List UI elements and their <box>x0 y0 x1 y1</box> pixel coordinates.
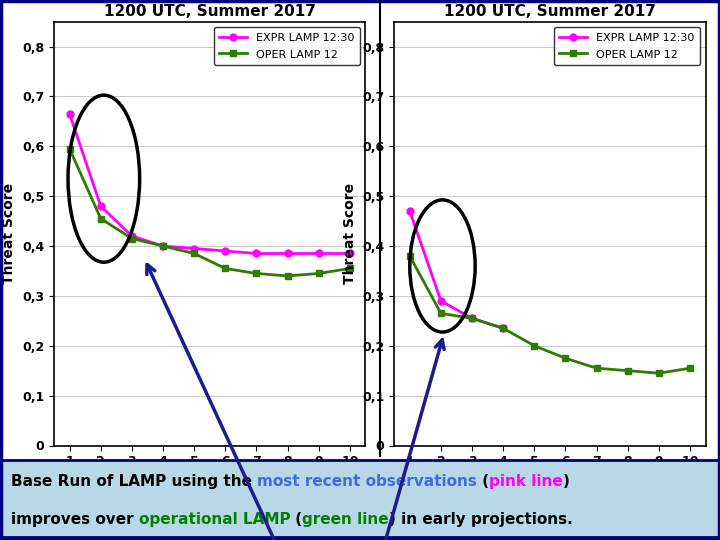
OPER LAMP 12 <box>66 146 74 152</box>
Text: ) in early projections.: ) in early projections. <box>389 511 573 526</box>
OPER LAMP 12 <box>346 265 354 272</box>
Text: most recent observations: most recent observations <box>257 474 477 489</box>
OPER LAMP 12 <box>315 270 323 276</box>
Title: Ceiling < 1000 ft
1200 UTC, Summer 2017: Ceiling < 1000 ft 1200 UTC, Summer 2017 <box>104 0 315 19</box>
X-axis label: Projection (Hr): Projection (Hr) <box>492 474 608 488</box>
EXPR LAMP 12:30 <box>283 250 292 256</box>
EXPR LAMP 12:30 <box>252 250 261 256</box>
Text: green line: green line <box>302 511 389 526</box>
Line: OPER LAMP 12: OPER LAMP 12 <box>406 253 693 377</box>
Text: improves over: improves over <box>11 511 139 526</box>
X-axis label: Projection (Hr): Projection (Hr) <box>152 474 268 488</box>
OPER LAMP 12 <box>654 370 663 376</box>
EXPR LAMP 12:30 <box>158 243 167 249</box>
EXPR LAMP 12:30 <box>96 203 105 210</box>
EXPR LAMP 12:30 <box>127 233 136 239</box>
OPER LAMP 12 <box>127 235 136 242</box>
OPER LAMP 12 <box>561 355 570 361</box>
OPER LAMP 12 <box>190 250 199 256</box>
Title: Visibility < 3 mi
1200 UTC, Summer 2017: Visibility < 3 mi 1200 UTC, Summer 2017 <box>444 0 656 19</box>
EXPR LAMP 12:30 <box>315 250 323 256</box>
EXPR LAMP 12:30 <box>221 248 230 254</box>
Text: ): ) <box>563 474 570 489</box>
OPER LAMP 12 <box>593 365 601 372</box>
Line: EXPR LAMP 12:30: EXPR LAMP 12:30 <box>406 208 507 332</box>
Text: pink line: pink line <box>489 474 563 489</box>
Legend: EXPR LAMP 12:30, OPER LAMP 12: EXPR LAMP 12:30, OPER LAMP 12 <box>554 27 700 65</box>
Text: (: ( <box>290 511 302 526</box>
Y-axis label: Threat Score: Threat Score <box>343 183 356 284</box>
Legend: EXPR LAMP 12:30, OPER LAMP 12: EXPR LAMP 12:30, OPER LAMP 12 <box>214 27 360 65</box>
OPER LAMP 12 <box>221 265 230 272</box>
Text: operational LAMP: operational LAMP <box>139 511 290 526</box>
EXPR LAMP 12:30 <box>66 111 74 117</box>
Line: EXPR LAMP 12:30: EXPR LAMP 12:30 <box>66 110 354 257</box>
OPER LAMP 12 <box>530 342 539 349</box>
Y-axis label: Threat Score: Threat Score <box>2 183 17 284</box>
Line: OPER LAMP 12: OPER LAMP 12 <box>66 145 354 279</box>
Text: Base Run of LAMP using the: Base Run of LAMP using the <box>11 474 257 489</box>
EXPR LAMP 12:30 <box>499 325 508 332</box>
OPER LAMP 12 <box>252 270 261 276</box>
OPER LAMP 12 <box>624 367 632 374</box>
EXPR LAMP 12:30 <box>405 208 414 214</box>
EXPR LAMP 12:30 <box>468 315 477 321</box>
Text: (: ( <box>477 474 489 489</box>
OPER LAMP 12 <box>436 310 445 316</box>
FancyBboxPatch shape <box>1 460 719 537</box>
OPER LAMP 12 <box>468 315 477 321</box>
OPER LAMP 12 <box>405 253 414 259</box>
EXPR LAMP 12:30 <box>346 250 354 256</box>
EXPR LAMP 12:30 <box>190 245 199 252</box>
OPER LAMP 12 <box>499 325 508 332</box>
OPER LAMP 12 <box>96 215 105 222</box>
OPER LAMP 12 <box>283 273 292 279</box>
OPER LAMP 12 <box>158 243 167 249</box>
OPER LAMP 12 <box>685 365 694 372</box>
EXPR LAMP 12:30 <box>436 298 445 304</box>
